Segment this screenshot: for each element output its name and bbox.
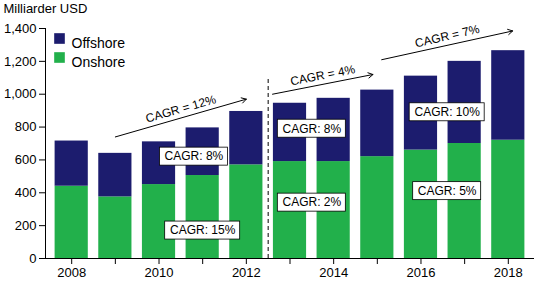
svg-text:2012: 2012 [232, 265, 261, 280]
svg-text:1,000: 1,000 [4, 86, 37, 101]
svg-text:CAGR: 5%: CAGR: 5% [418, 184, 477, 198]
svg-text:400: 400 [15, 185, 37, 200]
svg-text:CAGR: 8%: CAGR: 8% [282, 122, 341, 136]
svg-text:Onshore: Onshore [72, 54, 126, 70]
svg-text:2014: 2014 [319, 265, 348, 280]
svg-text:CAGR: 10%: CAGR: 10% [414, 105, 480, 119]
svg-text:2018: 2018 [494, 265, 523, 280]
svg-text:2010: 2010 [145, 265, 174, 280]
svg-text:CAGR: 8%: CAGR: 8% [165, 149, 224, 163]
svg-text:2008: 2008 [57, 265, 86, 280]
svg-text:CAGR: 15%: CAGR: 15% [170, 223, 236, 237]
svg-text:200: 200 [15, 218, 37, 233]
svg-text:2016: 2016 [407, 265, 436, 280]
svg-text:CAGR = 7%: CAGR = 7% [414, 22, 481, 50]
svg-text:CAGR = 12%: CAGR = 12% [144, 92, 218, 125]
svg-text:Milliarder USD: Milliarder USD [4, 1, 88, 16]
svg-text:0: 0 [29, 251, 36, 266]
svg-text:CAGR = 4%: CAGR = 4% [289, 62, 356, 88]
svg-text:800: 800 [15, 119, 37, 134]
svg-text:600: 600 [15, 152, 37, 167]
svg-text:Offshore: Offshore [72, 35, 126, 51]
svg-text:1,400: 1,400 [4, 21, 37, 36]
svg-text:1,200: 1,200 [4, 54, 37, 69]
svg-text:CAGR: 2%: CAGR: 2% [282, 195, 341, 209]
